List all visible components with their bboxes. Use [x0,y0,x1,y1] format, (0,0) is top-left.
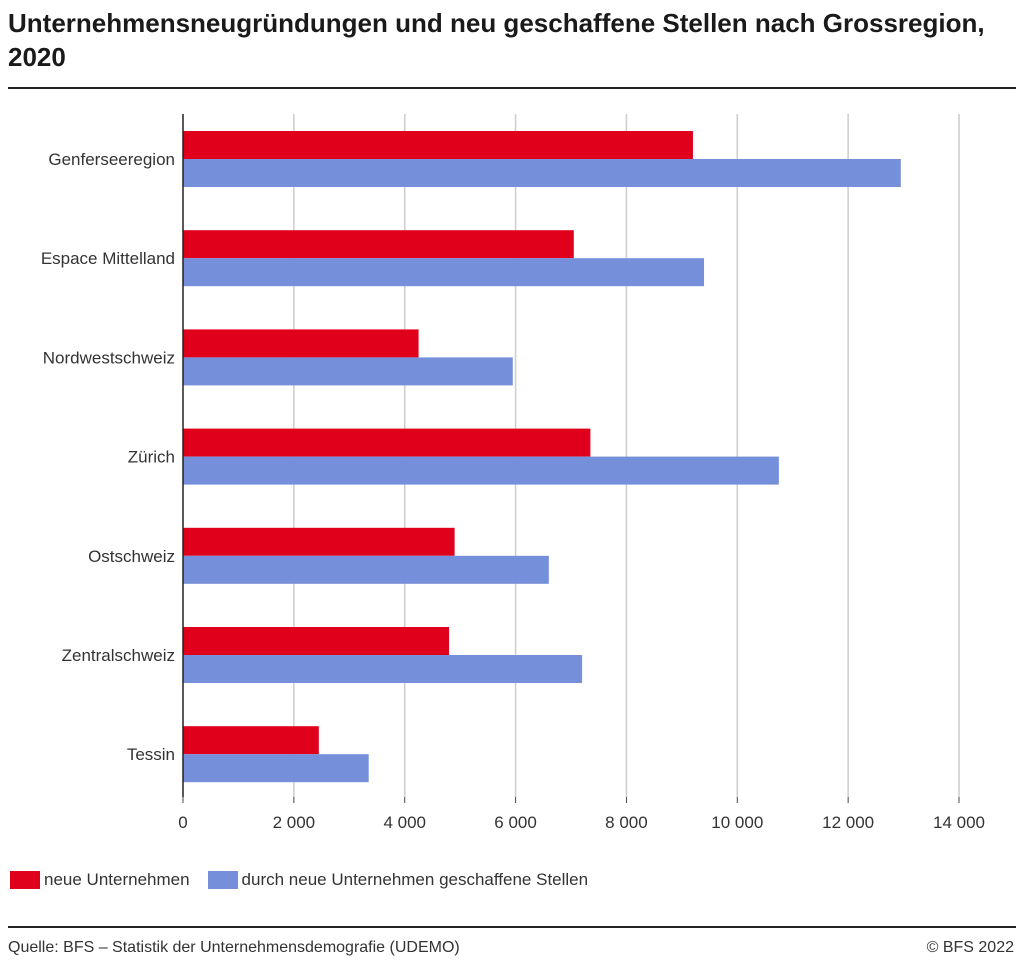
category-label: Tessin [127,745,175,764]
title-divider [8,87,1016,89]
copyright-note: © BFS 2022 [926,939,1014,956]
bar [183,258,705,287]
axes: 0 2 000 4 000 6 000 8 000 10 000 12 000 14 000 G… [41,114,985,832]
chart-title: Unternehmensneugründungen und neu gescha… [8,8,985,72]
legend-label: durch neue Unternehmen geschaffene Stell… [241,870,589,889]
x-tick-label: 4 000 [383,813,426,832]
legend-label: neue Unternehmen [44,870,190,889]
bar-chart: 0 2 000 4 000 6 000 8 000 10 000 12 000 14 000 G… [41,114,985,832]
x-tick-label: 10 000 [711,813,763,832]
bar [183,230,574,259]
category-label: Genferseeregion [48,150,175,169]
legend: neue Unternehmen durch neue Unternehmen … [10,870,606,890]
x-tick-label: 2 000 [273,813,316,832]
x-tick-label: 6 000 [494,813,537,832]
legend-swatch-blue [207,871,238,889]
bar [183,428,591,457]
bar [183,131,693,159]
legend-item-neue-unternehmen: neue Unternehmen [10,870,190,890]
bar [183,527,455,556]
bar [183,627,450,655]
bar [183,456,779,485]
source-note: Quelle: BFS – Statistik der Unternehmens… [8,939,460,956]
bar [183,555,549,584]
footer-divider [8,926,1016,928]
legend-item-stellen: durch neue Unternehmen geschaffene Stell… [207,870,589,890]
bar [183,655,583,683]
x-tick-label: 0 [178,813,187,832]
category-label: Nordwestschweiz [43,348,175,367]
category-label: Zürich [128,448,175,467]
bar [183,329,419,358]
bar [183,159,901,187]
bars [183,131,901,783]
x-tick-label: 8 000 [605,813,648,832]
category-label: Espace Mittelland [41,249,175,268]
category-label: Zentralschweiz [62,646,175,665]
x-tick-label: 14 000 [933,813,985,832]
bar [183,726,319,755]
legend-swatch-red [10,871,40,889]
bar [183,357,513,386]
bar [183,754,369,783]
x-tick-label: 12 000 [822,813,874,832]
category-label: Ostschweiz [88,547,175,566]
